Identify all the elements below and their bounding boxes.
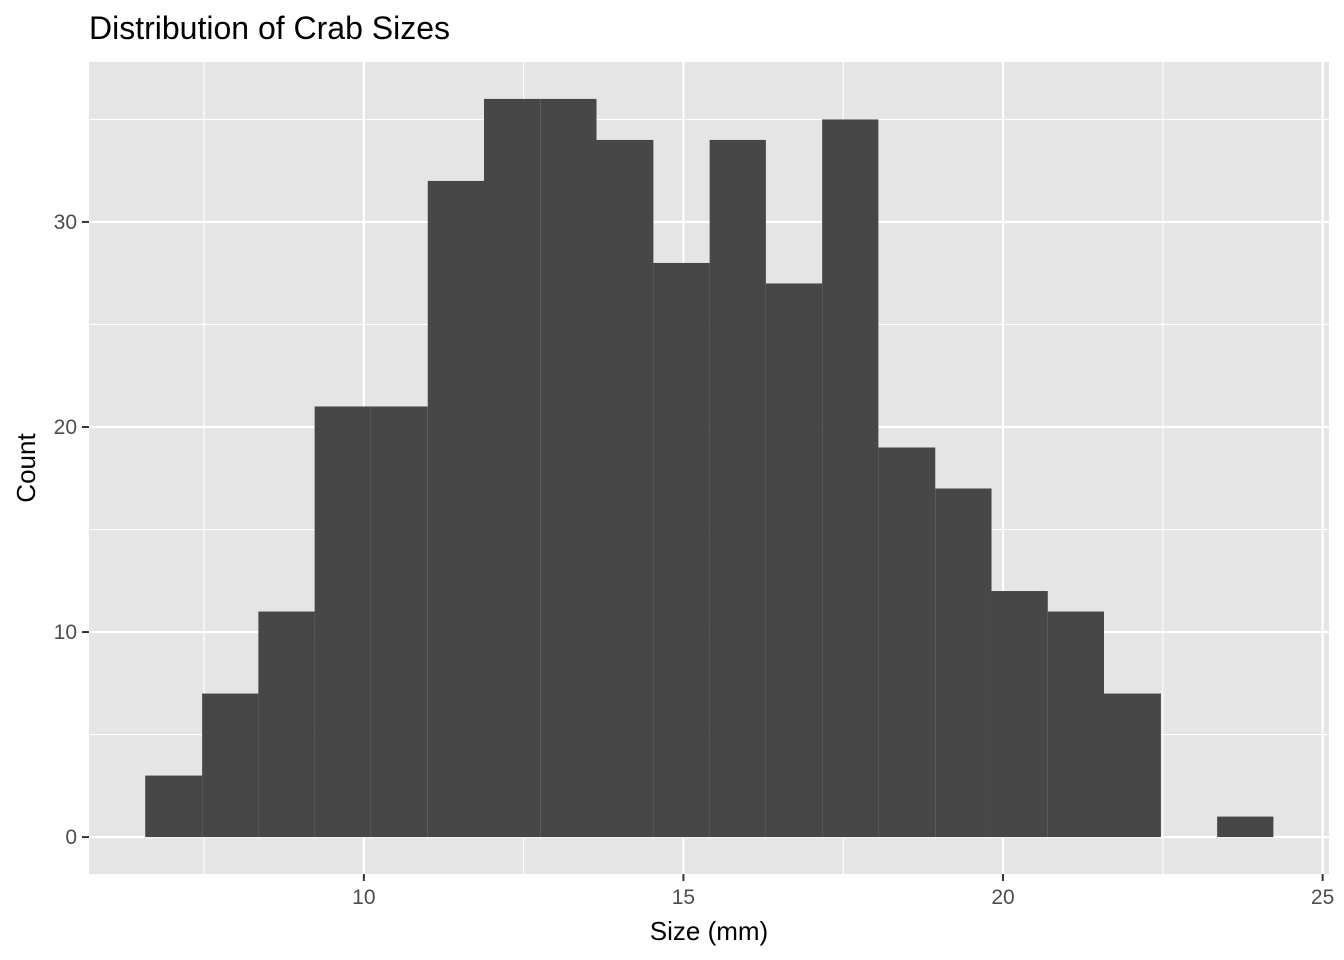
histogram-bar — [653, 262, 710, 838]
histogram-bar — [765, 283, 823, 838]
histogram-bar — [540, 98, 597, 838]
y-tick-label: 10 — [54, 621, 77, 644]
histogram-bar — [822, 119, 879, 838]
histogram-bar — [314, 406, 371, 838]
histogram-bar — [1217, 816, 1274, 838]
histogram-bar — [145, 775, 203, 838]
histogram-bar — [1047, 611, 1105, 838]
histogram-bar — [878, 447, 936, 838]
histogram-bar — [258, 611, 315, 838]
y-tick-label: 0 — [65, 826, 77, 849]
x-tick-label: 25 — [1311, 886, 1334, 909]
y-tick-label: 30 — [54, 211, 77, 234]
x-axis: 10 15 20 25 — [352, 874, 1334, 909]
histogram-bar — [935, 488, 992, 838]
histogram-bar — [484, 98, 541, 838]
chart-title: Distribution of Crab Sizes — [89, 10, 450, 46]
histogram-bar — [202, 693, 259, 838]
histogram-bars — [145, 98, 1274, 838]
histogram-bar — [1104, 693, 1161, 838]
x-tick-label: 15 — [672, 886, 695, 909]
y-axis-title: Count — [11, 433, 41, 503]
histogram-bar — [370, 406, 428, 838]
x-axis-title: Size (mm) — [650, 916, 768, 946]
y-tick-label: 20 — [54, 416, 77, 439]
y-axis: 0 10 20 30 — [54, 211, 89, 849]
x-tick-label: 10 — [352, 886, 375, 909]
histogram-bar — [991, 591, 1048, 838]
histogram-bar — [427, 180, 485, 838]
histogram-bar — [596, 139, 654, 838]
x-tick-label: 20 — [991, 886, 1014, 909]
histogram-bar — [709, 139, 766, 838]
